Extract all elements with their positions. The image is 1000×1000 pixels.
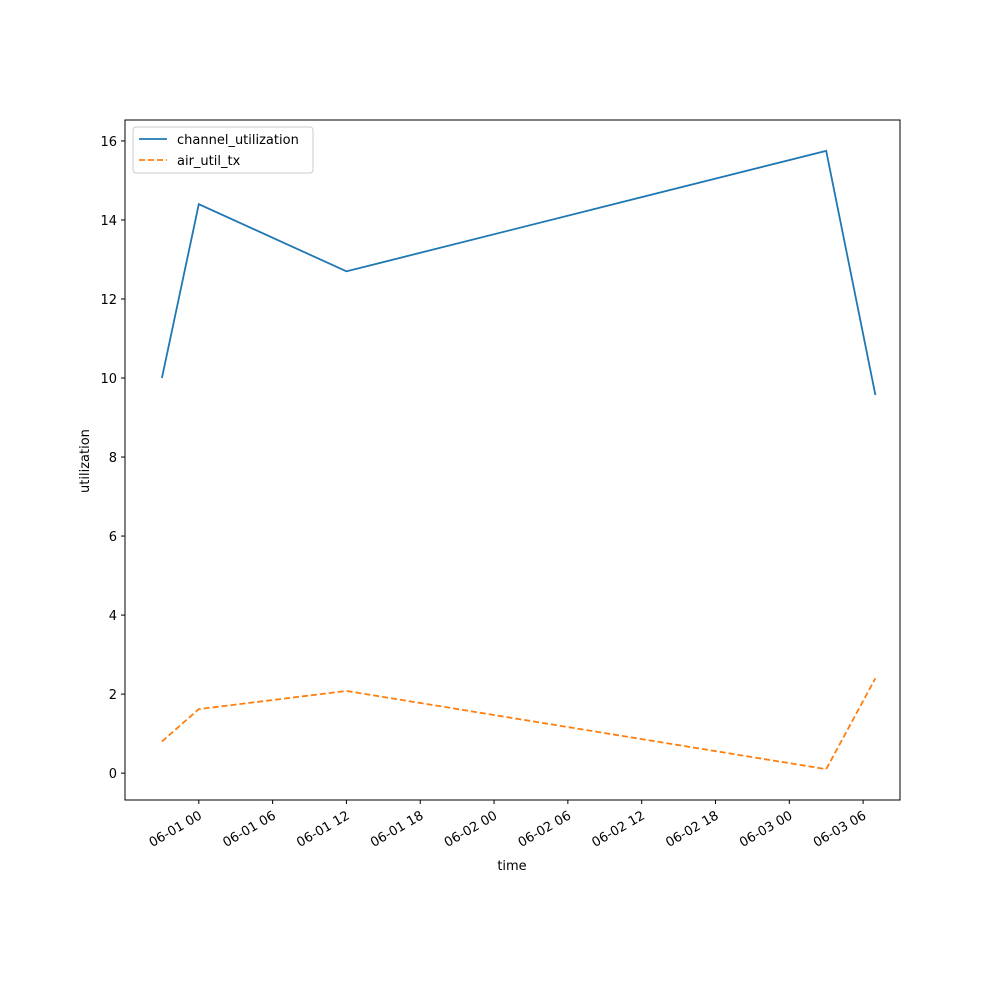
x-tick-label: 06-02 18	[663, 808, 721, 850]
x-tick-label: 06-02 06	[516, 808, 574, 850]
y-tick-label: 12	[100, 293, 117, 308]
series-line	[161, 677, 877, 771]
y-tick-label: 2	[109, 688, 117, 703]
y-axis-label: utilization	[78, 429, 93, 493]
y-tick-label: 4	[109, 609, 117, 624]
x-axis-label: time	[497, 859, 526, 874]
y-tick-label: 14	[100, 214, 117, 229]
x-tick-label: 06-01 00	[147, 808, 205, 850]
y-tick-label: 0	[109, 767, 117, 782]
series-line	[161, 149, 877, 396]
legend-label: air_util_tx	[177, 154, 241, 169]
y-tick-label: 8	[109, 451, 117, 466]
plot-frame	[124, 119, 901, 801]
y-tick-label: 6	[109, 530, 117, 545]
x-tick-label: 06-03 00	[737, 808, 795, 850]
x-tick-label: 06-01 18	[368, 808, 426, 850]
y-tick-label: 10	[100, 372, 117, 387]
x-tick-label: 06-01 06	[220, 808, 278, 850]
legend-box	[132, 126, 314, 174]
x-tick-label: 06-02 12	[590, 808, 648, 850]
x-tick-label: 06-01 12	[294, 808, 352, 850]
y-tick-label: 16	[100, 135, 117, 150]
x-tick-label: 06-02 00	[442, 808, 500, 850]
legend-label: channel_utilization	[177, 133, 299, 148]
x-tick-label: 06-03 06	[811, 808, 869, 850]
